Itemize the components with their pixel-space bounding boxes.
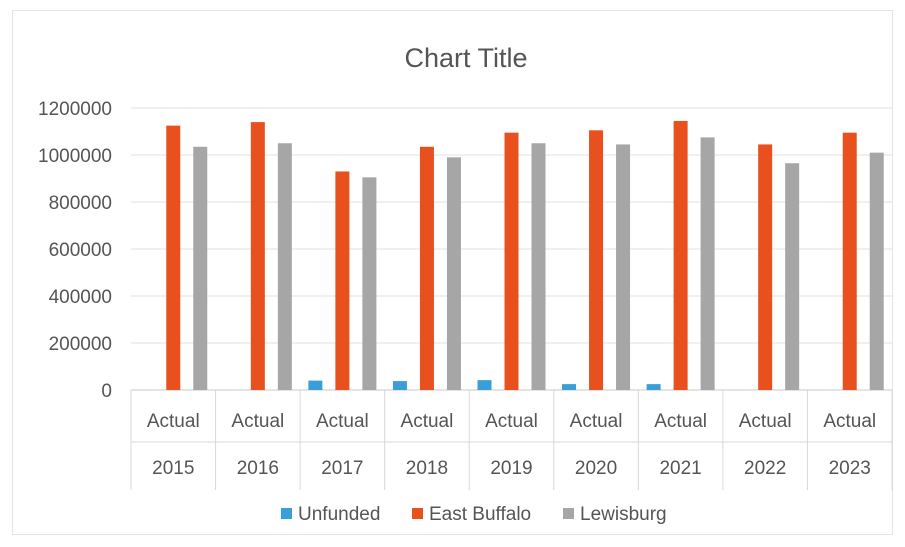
legend-swatch — [281, 508, 292, 519]
bar-lewisburg — [531, 143, 546, 390]
bar-east-buffalo — [842, 132, 857, 391]
bar-east-buffalo — [419, 146, 434, 390]
bar-unfunded — [308, 380, 323, 390]
y-tick-label: 600000 — [49, 240, 112, 261]
category-label-line1: Actual — [570, 411, 623, 432]
bar-lewisburg — [869, 152, 884, 390]
category-label-line1: Actual — [485, 411, 538, 432]
category-label-line2: 2019 — [490, 458, 532, 479]
bar-lewisburg — [785, 163, 800, 390]
category-label-line2: 2018 — [406, 458, 448, 479]
category-axis-grid — [130, 390, 893, 490]
category-label-line2: 2023 — [829, 458, 871, 479]
category-label-line2: 2020 — [575, 458, 617, 479]
y-tick-label: 800000 — [49, 193, 112, 214]
category-label-line2: 2022 — [744, 458, 786, 479]
legend-label: Unfunded — [298, 504, 380, 525]
x-axis-categories: Actual 2015 Actual 2016 Actual 2017 Actual 2018… — [147, 411, 876, 479]
bar-lewisburg — [277, 143, 292, 390]
legend-swatch — [412, 508, 423, 519]
legend-label: East Buffalo — [429, 504, 531, 525]
y-tick-label: 0 — [101, 381, 112, 402]
bar-east-buffalo — [250, 122, 265, 390]
category-label-line2: 2016 — [237, 458, 279, 479]
y-tick-label: 200000 — [49, 334, 112, 355]
bar-lewisburg — [700, 137, 715, 390]
category-label-line1: Actual — [401, 411, 454, 432]
bar-east-buffalo — [504, 132, 519, 391]
category-label-line1: Actual — [823, 411, 876, 432]
category-label-line2: 2015 — [152, 458, 194, 479]
bar-east-buffalo — [335, 171, 350, 390]
y-tick-label: 400000 — [49, 287, 112, 308]
category-label-line1: Actual — [316, 411, 369, 432]
category-label-line1: Actual — [147, 411, 200, 432]
y-axis-ticks: 0 200000 400000 600000 800000 1000000 1200000 — [38, 99, 112, 402]
legend-label: Lewisburg — [580, 504, 667, 525]
chart-title: Chart Title — [404, 43, 527, 73]
bar-lewisburg — [616, 144, 631, 390]
bar-lewisburg — [446, 157, 461, 390]
y-tick-label: 1200000 — [38, 99, 112, 120]
legend: Unfunded East Buffalo Lewisburg — [281, 504, 667, 525]
legend-swatch — [563, 508, 574, 519]
category-label-line2: 2017 — [321, 458, 363, 479]
bar-east-buffalo — [673, 120, 688, 391]
category-label-line1: Actual — [739, 411, 792, 432]
bars — [166, 120, 884, 391]
bar-unfunded — [392, 381, 407, 390]
y-tick-label: 1000000 — [38, 146, 112, 167]
category-label-line2: 2021 — [659, 458, 701, 479]
bar-east-buffalo — [589, 130, 604, 390]
bar-lewisburg — [193, 146, 208, 390]
bar-lewisburg — [362, 177, 377, 390]
bar-east-buffalo — [166, 125, 181, 390]
bar-unfunded — [646, 384, 661, 390]
bar-unfunded — [562, 384, 577, 390]
category-label-line1: Actual — [231, 411, 284, 432]
bar-unfunded — [477, 380, 492, 390]
bar-east-buffalo — [758, 144, 773, 390]
category-label-line1: Actual — [654, 411, 707, 432]
